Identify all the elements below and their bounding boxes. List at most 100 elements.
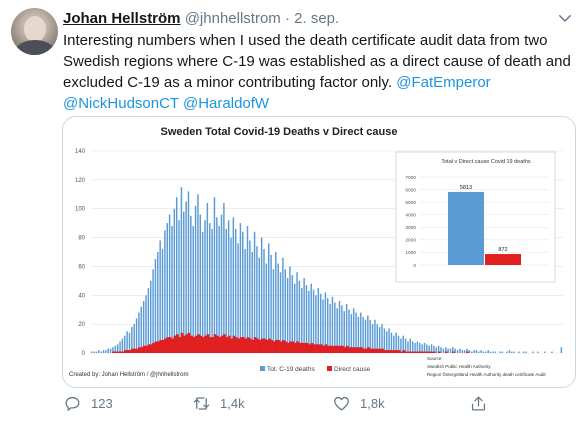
bar-direct <box>175 334 179 353</box>
bar-direct <box>260 338 264 353</box>
bar-direct <box>263 338 266 353</box>
legend-swatch-total <box>260 366 265 371</box>
bar-direct <box>333 345 337 353</box>
bar-total <box>175 197 178 353</box>
bar-total <box>305 285 308 353</box>
bar-direct <box>322 345 325 353</box>
bar-direct <box>451 351 455 353</box>
share-button[interactable] <box>469 392 497 414</box>
retweet-button[interactable]: 1,4k <box>192 392 245 414</box>
bar-direct <box>421 351 424 353</box>
bar-direct <box>364 348 368 353</box>
inset-data-label: 5813 <box>460 185 472 191</box>
bar-total <box>301 288 303 353</box>
bar-total <box>544 351 546 353</box>
bar-total <box>414 342 416 353</box>
bar-direct <box>277 340 280 353</box>
mention-nickhudsonct[interactable]: @NickHudsonCT <box>63 95 179 112</box>
bar-total <box>402 335 404 353</box>
bar-direct <box>206 334 210 353</box>
like-button[interactable]: 1,8k <box>332 392 385 414</box>
bar-direct <box>392 350 396 353</box>
bar-total <box>114 345 117 353</box>
bar-total <box>386 331 388 353</box>
bar-total <box>508 350 511 353</box>
bar-total <box>364 319 367 353</box>
bar-direct <box>383 350 387 353</box>
bar-total <box>499 351 501 353</box>
chevron-down-icon[interactable] <box>556 9 574 27</box>
bar-total <box>348 309 350 353</box>
mention-haraldofw[interactable]: @HaraldofW <box>183 95 270 112</box>
bar-total <box>331 296 334 353</box>
avatar[interactable] <box>11 8 58 55</box>
bar-direct <box>312 344 316 353</box>
source-line-3: Region Östergötland Health Authority dea… <box>427 371 546 377</box>
bar-total <box>452 347 454 353</box>
bar-direct <box>218 337 221 353</box>
mention-fatemperor[interactable]: @FatEmperor <box>396 74 491 91</box>
bar-direct <box>350 347 354 353</box>
bar-direct <box>258 340 262 353</box>
bar-direct <box>272 341 276 353</box>
bar-total <box>142 301 145 353</box>
bar-direct <box>253 337 257 353</box>
author-name[interactable]: Johan Hellström <box>63 10 181 27</box>
bar-direct <box>336 345 339 353</box>
legend-label-direct: Direct cause <box>334 366 371 373</box>
bar-direct <box>140 347 144 353</box>
bar-total <box>421 344 423 353</box>
bar-total <box>230 237 232 353</box>
reply-count: 123 <box>91 395 113 411</box>
bar-direct <box>395 350 398 353</box>
legend-label-total: Tot. C-19 deaths <box>267 366 315 373</box>
chart-image: Sweden Total Covid-19 Deaths v Direct ca… <box>63 117 575 387</box>
bar-total <box>234 228 237 353</box>
bar-direct <box>133 348 136 353</box>
y-tick-label: 60 <box>78 264 85 270</box>
bar-total <box>393 335 395 353</box>
inset-bar <box>448 191 484 265</box>
bar-total <box>416 341 419 353</box>
author-handle[interactable]: @jhnhellstrom <box>184 10 281 27</box>
bar-direct <box>371 348 375 353</box>
bar-total <box>293 283 296 353</box>
bar-total <box>223 202 225 353</box>
bar-total <box>310 283 312 353</box>
bar-total <box>140 306 143 353</box>
bar-direct <box>154 341 158 353</box>
bar-total <box>260 237 263 353</box>
share-icon <box>471 396 486 410</box>
bar-total <box>242 231 244 353</box>
bar-total <box>107 348 109 353</box>
bar-total <box>218 226 220 353</box>
bar-direct <box>251 340 254 353</box>
inset-y-tick-label: 0 <box>413 263 416 269</box>
bar-direct <box>168 337 172 353</box>
bar-direct <box>345 345 349 353</box>
bar-total <box>220 214 223 353</box>
bar-total <box>109 348 112 353</box>
bar-total <box>277 263 279 353</box>
bar-total <box>470 351 473 353</box>
bar-direct <box>241 337 245 353</box>
bar-direct <box>121 351 125 353</box>
bar-total <box>404 338 407 353</box>
bar-total <box>93 351 95 353</box>
tweet-date[interactable]: 2. sep. <box>294 10 340 27</box>
bar-total <box>494 351 497 353</box>
bar-direct <box>135 348 139 353</box>
bar-direct <box>305 342 309 353</box>
retweet-count: 1,4k <box>220 395 245 411</box>
bar-total <box>201 231 204 353</box>
bar-direct <box>182 335 186 353</box>
tweet-image[interactable]: Sweden Total Covid-19 Deaths v Direct ca… <box>62 116 576 388</box>
bar-direct <box>197 334 200 353</box>
inset-y-tick-label: 5000 <box>405 200 416 206</box>
bar-total <box>225 228 227 353</box>
reply-button[interactable]: 123 <box>63 392 113 414</box>
bar-total <box>463 350 466 353</box>
bar-total <box>237 243 239 353</box>
bar-total <box>440 347 442 353</box>
inset-chart: Total v Direct cause Covid 19 deaths 0 10… <box>395 151 556 283</box>
